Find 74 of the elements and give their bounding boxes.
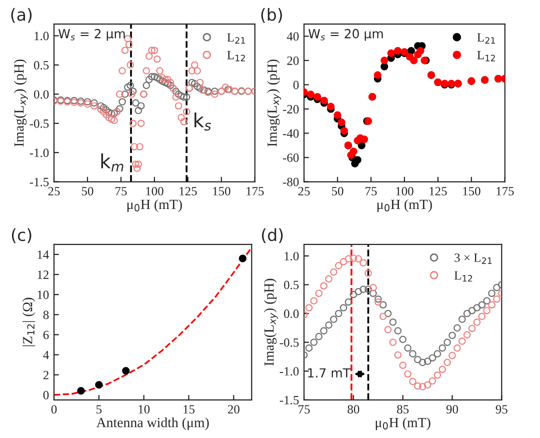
y-axis-title: Imag(L$_{xy}$) (pH): [267, 60, 282, 146]
y-tick-label: -1.5: [30, 178, 49, 186]
y-tick-label: 4: [43, 350, 49, 360]
y-tick-label: -1.5: [280, 396, 299, 404]
x-tick-label: 25: [48, 187, 60, 196]
x-tick-label: 100: [396, 186, 414, 196]
y-tick-label: -40: [282, 129, 299, 138]
y-tick-label: 20: [287, 56, 299, 65]
chart-title: (b): [261, 8, 282, 23]
y-tick-label: 0: [293, 80, 299, 90]
x-tick-label: 150: [463, 186, 480, 196]
y-axis-title: Imag(L$_{xy}$) (pH): [14, 60, 28, 146]
y-tick-label: 1.0: [284, 252, 299, 260]
x-tick-label: 175: [496, 187, 514, 196]
x-tick-label: 25: [298, 187, 310, 196]
x-axis-title: Antenna width (μm): [96, 417, 209, 430]
legend-label: L$_{12}$: [477, 51, 495, 62]
x-tick-label: 75: [116, 187, 127, 196]
y-tick-label: 12: [38, 270, 48, 279]
legend-label: L$_{21}$: [227, 33, 245, 44]
y-tick-label: 0.5: [284, 280, 299, 290]
x-tick-label: 100: [146, 186, 164, 196]
x-tick-label: 75: [298, 405, 310, 414]
y-tick-label: -80: [282, 178, 299, 186]
y-tick-label: 8: [43, 310, 49, 320]
y-tick-label: 1.0: [34, 32, 49, 40]
x-tick-label: 10: [138, 405, 150, 414]
y-tick-label: 6: [43, 330, 49, 340]
x-tick-label: 5: [96, 405, 102, 414]
y-tick-label: -20: [282, 105, 299, 114]
x-tick-label: 80: [348, 405, 360, 414]
annotation: W$_{s}$ = 20 μm: [308, 28, 383, 41]
legend-label: L$_{12}$: [227, 51, 245, 62]
y-tick-label: 0: [43, 390, 49, 400]
x-tick-label: 50: [82, 186, 94, 196]
ref-line-label: k$_{m}$: [101, 153, 124, 172]
x-tick-label: 15: [184, 405, 195, 414]
x-tick-label: 125: [430, 187, 447, 196]
x-tick-label: 95: [496, 405, 508, 414]
y-tick-label: 14: [38, 250, 49, 259]
x-tick-label: 150: [213, 186, 230, 196]
x-tick-label: 50: [332, 186, 344, 196]
y-axis-title: |Z$_{12}$| (Ω): [22, 298, 36, 346]
x-tick-label: 125: [180, 187, 197, 196]
y-tick-label: 0.0: [284, 310, 299, 318]
annotation: W$_{s}$ = 2 μm: [58, 28, 125, 41]
annotation: 1.7 mT: [308, 368, 351, 378]
x-axis-title: μ$_{0}$H (mT): [127, 199, 182, 212]
legend-label: 3 × L$_{21}$: [454, 254, 492, 264]
legend-label: L$_{21}$: [477, 33, 495, 44]
y-tick-label: -0.5: [280, 338, 299, 347]
y-tick-label: 10: [38, 290, 49, 300]
ref-line-label: k$_{s}$: [194, 112, 212, 131]
y-tick-label: 40: [286, 32, 299, 41]
y-tick-label: 2: [43, 370, 48, 380]
x-tick-label: 20: [228, 405, 240, 414]
y-tick-label: -60: [282, 154, 299, 162]
legend-label: L$_{12}$: [454, 271, 472, 282]
x-axis-title: μ$_{0}$H (mT): [376, 417, 430, 430]
y-tick-label: -1.0: [30, 148, 49, 158]
y-tick-label: -0.5: [30, 119, 49, 128]
x-tick-label: 85: [397, 405, 409, 414]
chart-title: (a): [11, 8, 32, 23]
x-tick-label: 175: [246, 187, 264, 196]
y-tick-label: 0.0: [34, 90, 49, 99]
y-tick-label: -1.0: [280, 367, 299, 376]
x-tick-label: 0: [51, 405, 57, 414]
chart-title: (d): [262, 228, 283, 244]
chart-title: (c): [12, 228, 32, 244]
y-axis-title: Imag(L$_{xy}$) (pH): [264, 278, 278, 366]
y-tick-label: 0.5: [34, 60, 49, 70]
x-tick-label: 75: [366, 187, 377, 196]
x-axis-title: μ$_{0}$H (mT): [377, 199, 432, 212]
x-tick-label: 90: [446, 405, 458, 414]
